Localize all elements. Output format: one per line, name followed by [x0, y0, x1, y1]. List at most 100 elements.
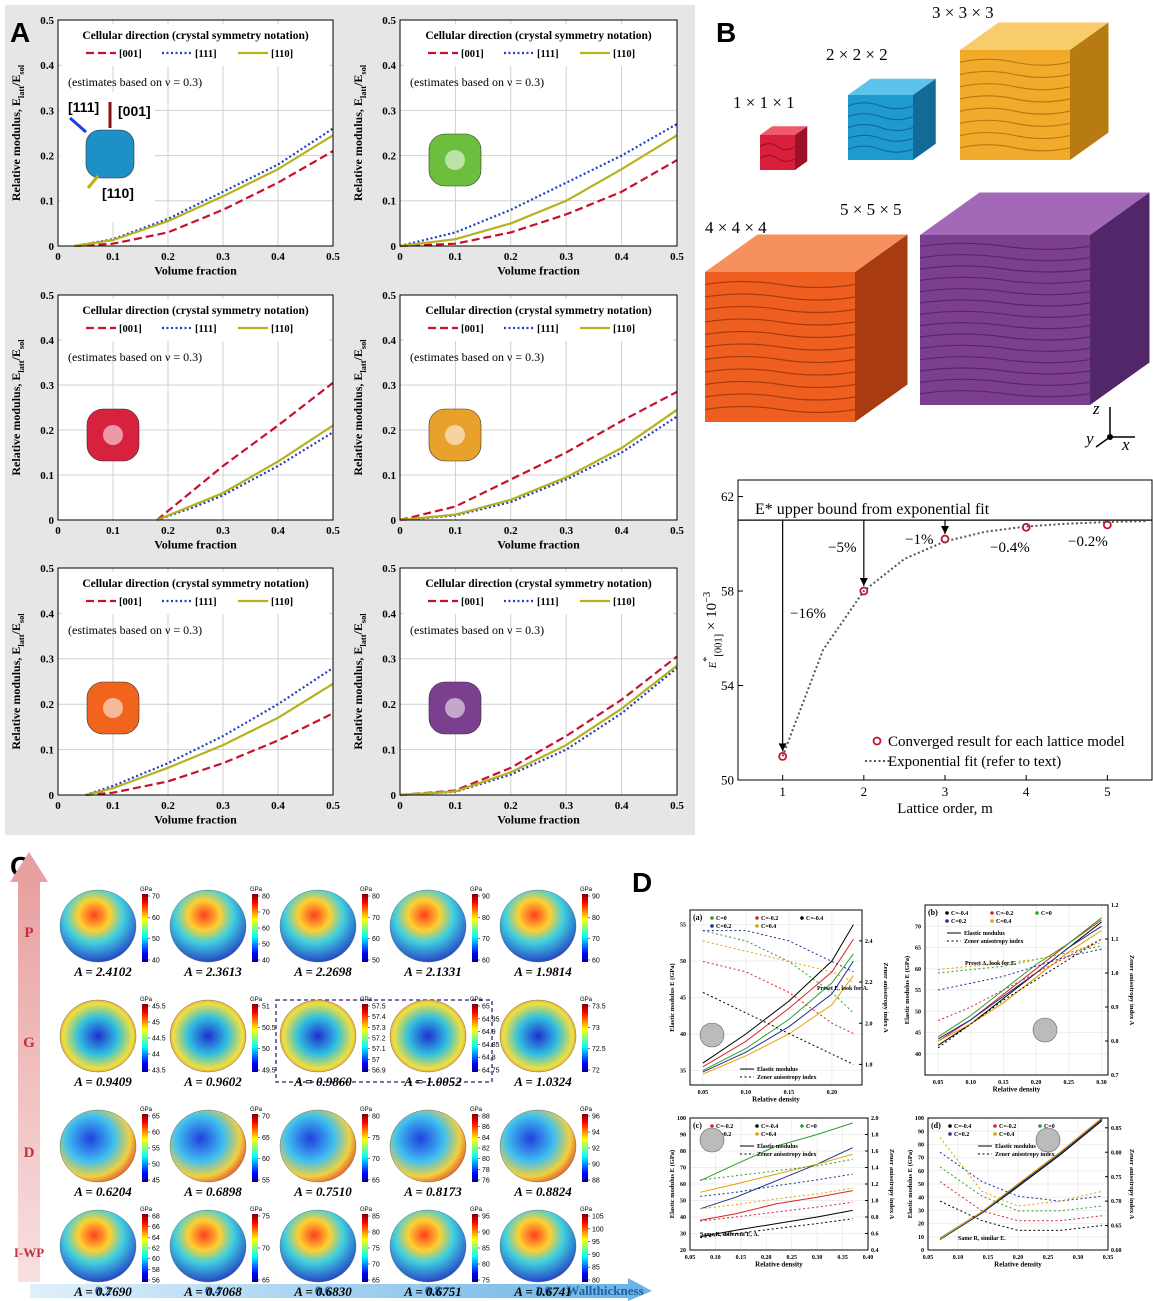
colorbar-unit: GPa: [580, 1207, 593, 1213]
y-tick-label: 0.5: [382, 563, 396, 575]
y2-tick-label: 0.8: [1111, 1039, 1119, 1045]
colorbar-tick-label: 50: [372, 958, 380, 965]
structure-hole: [103, 425, 123, 445]
y-tick-label: 0.5: [382, 15, 396, 27]
colorbar-unit: GPa: [250, 1107, 263, 1113]
legend-marker: [755, 924, 759, 928]
legend-label: [110]: [613, 597, 635, 608]
chart: 0.050.100.150.200.250.300.350.4020304050…: [669, 1116, 895, 1268]
y-axis-label: Elastic modulus E (GPa): [907, 1150, 914, 1218]
x-tick-label: 0.4: [271, 800, 285, 812]
y-tick-label: 0.1: [40, 744, 54, 756]
x-tick-label: 0.2: [161, 800, 175, 812]
property-sphere: [60, 890, 136, 962]
structure-icon: [1033, 1018, 1057, 1042]
structure-icon: [1036, 1128, 1060, 1152]
legend-label: [001]: [119, 49, 142, 60]
legend-label: [110]: [271, 49, 293, 60]
colorbar-tick-label: 64.95: [482, 1016, 500, 1023]
x-tick-label: 0.3: [216, 800, 230, 812]
anisotropy-label: A = 0.6204: [73, 1184, 132, 1199]
legend-label: Elastic modulus: [995, 1144, 1037, 1150]
legend-label: Exponential fit (refer to text): [888, 754, 1061, 770]
legend-label: C=0.4: [761, 1132, 776, 1138]
colorbar-tick-label: 55: [152, 1146, 160, 1153]
colorbar-tick-label: 105: [592, 1214, 604, 1221]
legend-label: C=0.2: [716, 924, 731, 930]
colorbar-tick-label: 90: [592, 894, 600, 901]
colorbar-tick-label: 64.8: [482, 1055, 496, 1062]
anisotropy-label: A = 0.8173: [403, 1184, 462, 1199]
y-tick-label: 0.3: [382, 105, 396, 117]
legend-title: Cellular direction (crystal symmetry not…: [425, 578, 652, 590]
colorbar-tick-label: 88: [592, 1178, 600, 1185]
page: A B C D 00.10.20.30.40.500.10.20.30.40.5…: [0, 0, 1153, 1301]
colorbar-tick-label: 60: [152, 915, 160, 922]
anisotropy-label: A = 2.3613: [183, 964, 242, 979]
label-part: latt: [359, 360, 368, 372]
colorbar-tick-label: 76: [482, 1178, 490, 1185]
x-tick-label: 0.40: [863, 1255, 874, 1261]
note: (estimates based on ν = 0.3): [68, 350, 202, 364]
colorbar-tick-label: 95: [592, 1239, 600, 1246]
x-tick-label: 0: [397, 800, 403, 812]
colorbar-tick-label: 56: [152, 1278, 160, 1285]
y-tick-label: 55: [680, 923, 686, 929]
y-tick-label: 0.4: [382, 608, 396, 620]
y-tick-label: 0.1: [40, 470, 54, 482]
x-tick-label: 1: [779, 784, 786, 799]
x-tick-label: 0.2: [504, 251, 518, 263]
y2-tick-label: 0.4: [871, 1248, 879, 1254]
legend-label: [001]: [461, 49, 484, 60]
colorbar-tick-label: 70: [262, 1114, 270, 1121]
y2-tick-label: 0.65: [1111, 1224, 1122, 1230]
colorbar-tick-label: 80: [482, 1262, 490, 1269]
legend-label: Zener anisotropy index: [757, 1152, 816, 1158]
colorbar: [252, 1214, 258, 1282]
y-tick-label: 50: [680, 959, 686, 965]
legend-marker: [800, 916, 804, 920]
x-tick-label: 0.35: [1103, 1255, 1114, 1261]
y-axis-label: Elastic modulus E (GPa): [904, 956, 911, 1024]
y2-tick-label: 0.85: [1111, 1126, 1122, 1132]
direction-label: [110]: [102, 185, 134, 201]
colorbar-tick-label: 57.2: [372, 1036, 386, 1043]
colorbar: [472, 1004, 478, 1072]
y-tick-label: 0: [391, 790, 397, 802]
colorbar: [252, 894, 258, 962]
legend-label: C=-0.4: [951, 911, 968, 917]
label-part: Relative modulus, E: [351, 373, 365, 476]
colorbar-tick-label: 75: [372, 1135, 380, 1142]
legend-marker: [1038, 1124, 1042, 1128]
legend-label: C=-0.4: [761, 1124, 778, 1130]
colorbar-unit: GPa: [250, 887, 263, 893]
label-part: [001]: [713, 634, 724, 657]
chart: 1234550545862Lattice order, mE*[001] × 1…: [702, 480, 1152, 817]
y2-axis-label: Zener anisotropy index A: [882, 962, 889, 1033]
legend-label: C=-0.4: [806, 916, 823, 922]
x-tick-label: 0.10: [953, 1255, 964, 1261]
property-sphere: [280, 1210, 356, 1282]
colorbar-tick-label: 51: [262, 1004, 270, 1011]
colorbar-tick-label: 68: [152, 1214, 160, 1221]
chart: 0.050.100.150.200.250.300.35010203040506…: [907, 1116, 1135, 1268]
legend-label: C=0: [806, 1124, 817, 1130]
legend-marker: [945, 911, 949, 915]
property-sphere: [390, 1000, 466, 1072]
legend-marker: [945, 919, 949, 923]
colorbar-tick-label: 56.9: [372, 1068, 386, 1075]
legend-label: C=0.4: [996, 919, 1011, 925]
colorbar-tick-label: 80: [482, 915, 490, 922]
property-sphere: [280, 1110, 356, 1182]
colorbar-tick-label: 96: [592, 1114, 600, 1121]
colorbar-tick-label: 44.5: [152, 1036, 166, 1043]
legend-label: [111]: [537, 597, 559, 608]
y2-tick-label: 1.8: [871, 1133, 879, 1139]
x-axis-label: Lattice order, m: [897, 801, 993, 817]
y-tick-label: 45: [680, 996, 686, 1002]
colorbar: [362, 1004, 368, 1072]
lattice-label: 2 × 2 × 2: [826, 45, 888, 64]
legend-label: [001]: [461, 324, 484, 335]
chart: 00.10.20.30.40.500.10.20.30.40.5Volume f…: [351, 563, 684, 827]
colorbar-tick-label: 70: [152, 894, 160, 901]
